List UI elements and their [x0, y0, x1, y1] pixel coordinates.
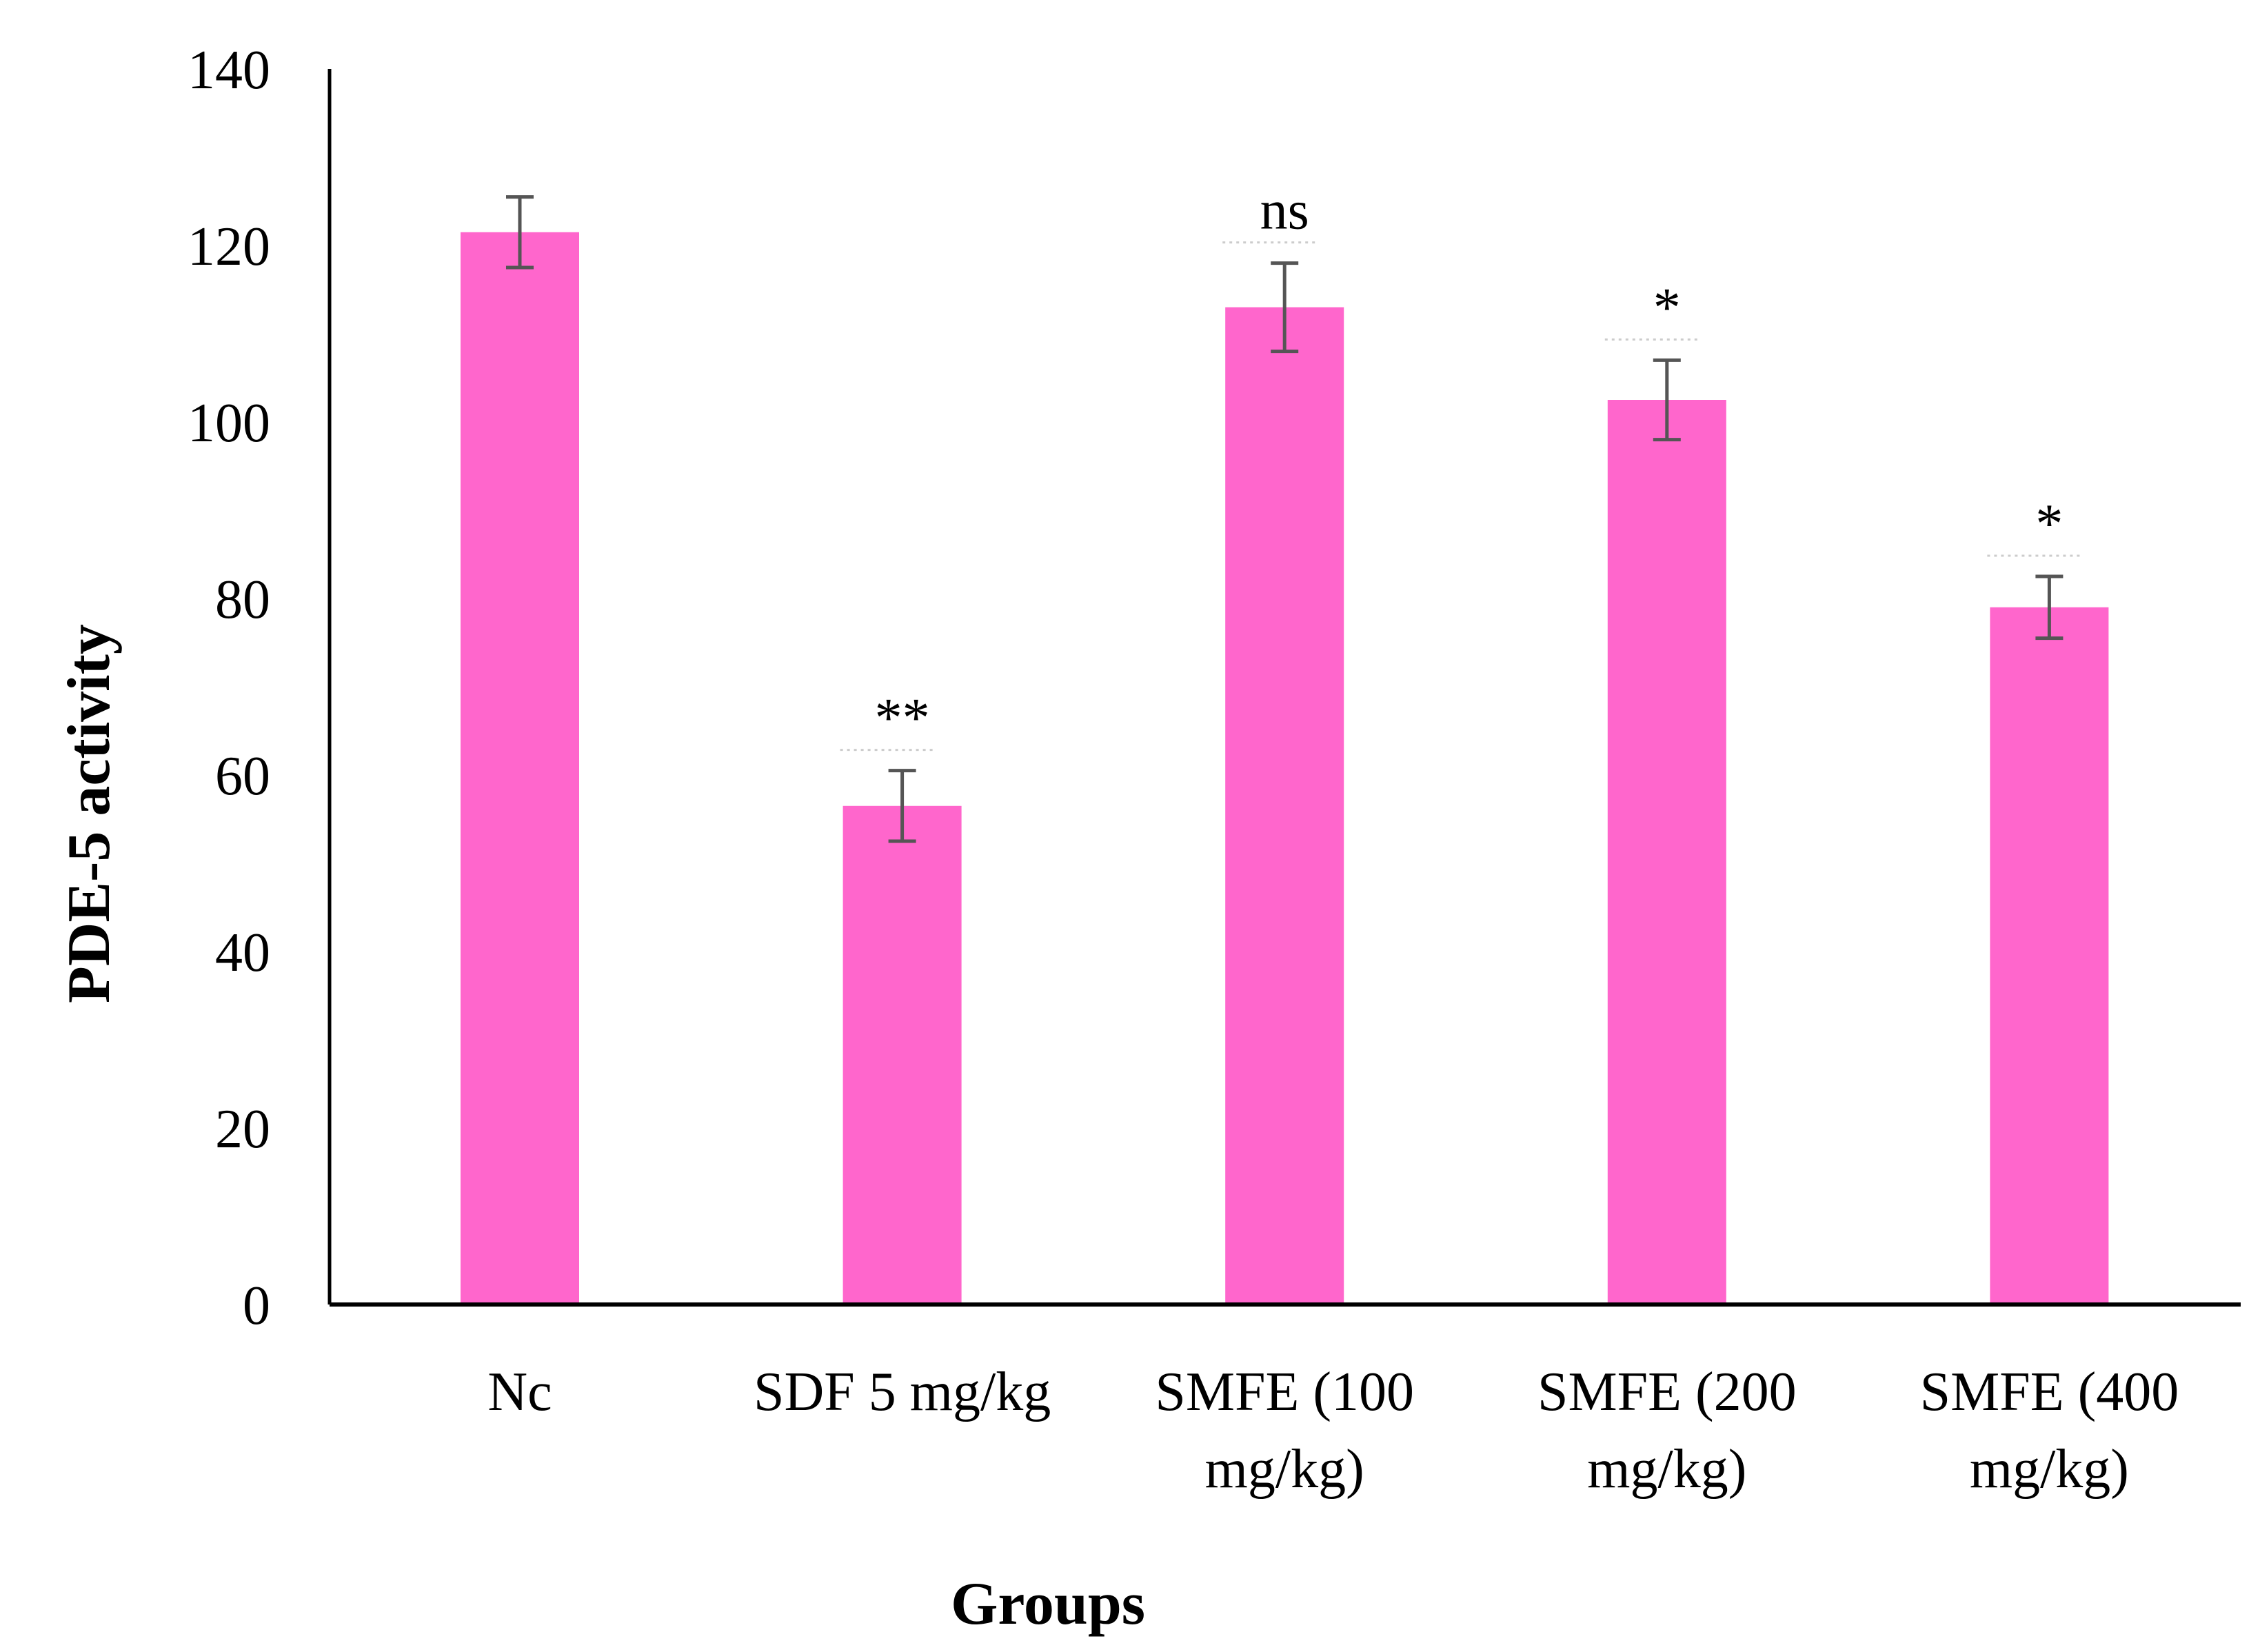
bar [1607, 400, 1726, 1305]
y-tick-label: 120 [188, 216, 270, 277]
x-tick-label-line: SDF 5 mg/kg [754, 1362, 1051, 1422]
bars [461, 232, 2109, 1305]
x-tick-label: SMFE (200 mg/kg) [1537, 1362, 1797, 1500]
y-tick-label: 0 [243, 1276, 270, 1336]
y-tick-label: 140 [188, 40, 270, 101]
x-tick-label: SDF 5 mg/kg [754, 1362, 1051, 1422]
significance-label: ** [875, 688, 930, 749]
bar [1225, 307, 1344, 1305]
x-axis-title: Groups [951, 1571, 1145, 1638]
x-tick-label-line: mg/kg) [1970, 1439, 2129, 1500]
bar [461, 232, 579, 1305]
y-axis-ticks: 0 20 40 60 80 100 120 140 [188, 40, 270, 1336]
significance-label: * [2035, 494, 2063, 554]
x-tick-label-line: mg/kg) [1205, 1439, 1364, 1500]
significance-label: ns [1260, 181, 1309, 241]
error-bar [888, 769, 916, 843]
bar [843, 805, 962, 1305]
y-axis-title: PDE-5 activity [56, 624, 123, 1003]
y-tick-label: 40 [215, 923, 270, 983]
x-tick-label: SMFE (100 mg/kg) [1155, 1362, 1414, 1500]
error-bar [506, 195, 534, 270]
x-tick-label-line: SMFE (200 [1537, 1362, 1797, 1422]
y-tick-label: 80 [215, 570, 270, 630]
x-tick-label: Nc [487, 1362, 552, 1422]
x-axis-category-labels: Nc SDF 5 mg/kg SMFE (100 mg/kg) SMFE (200 mg/… [487, 1362, 2179, 1500]
error-bar [1653, 358, 1681, 442]
x-tick-label-line: mg/kg) [1587, 1439, 1746, 1500]
y-tick-label: 60 [215, 746, 270, 807]
x-tick-label-line: SMFE (400 [1920, 1362, 2179, 1422]
y-tick-label: 100 [188, 393, 270, 454]
error-bars [506, 195, 2064, 843]
bar [1990, 607, 2109, 1305]
significance-annotations: **ns** [840, 181, 2084, 752]
x-tick-label: SMFE (400 mg/kg) [1920, 1362, 2179, 1500]
error-bar [1271, 261, 1299, 354]
significance-label: * [1653, 277, 1681, 338]
y-tick-label: 20 [215, 1099, 270, 1160]
x-tick-label-line: SMFE (100 [1155, 1362, 1414, 1422]
x-tick-label-line: Nc [487, 1362, 552, 1422]
error-bar [2035, 574, 2064, 641]
